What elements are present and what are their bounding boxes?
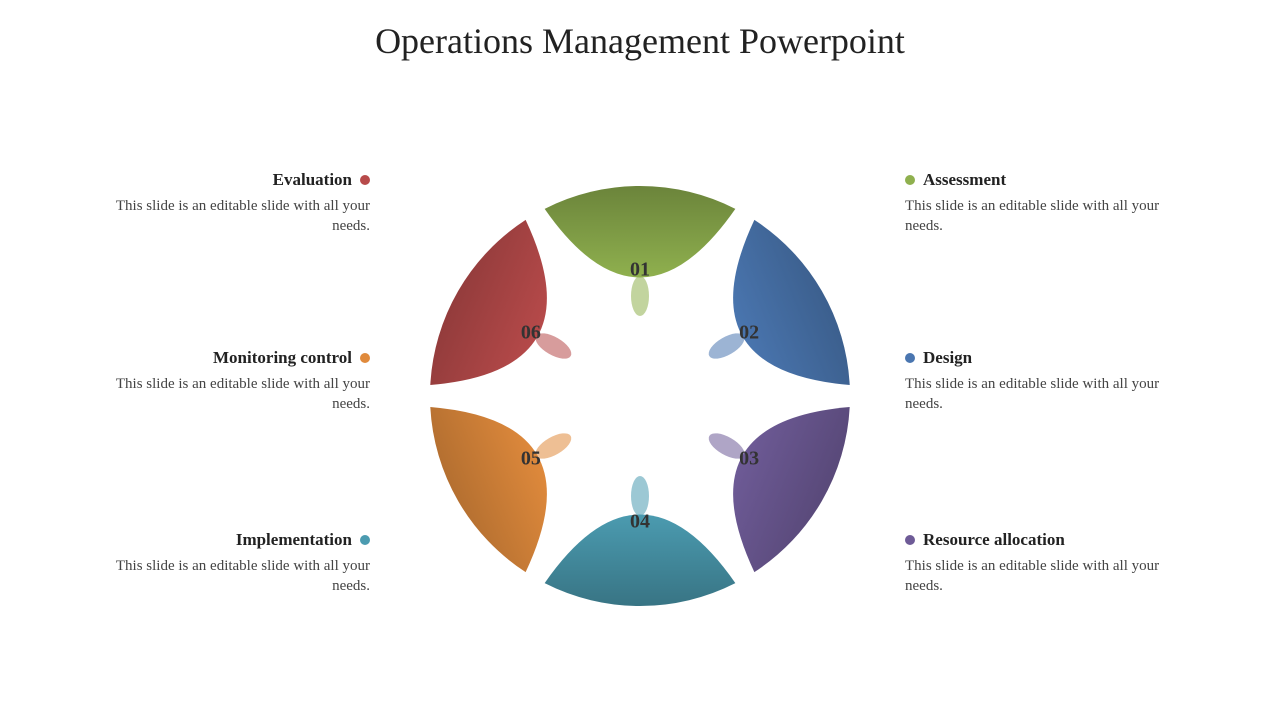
segment-05 — [430, 407, 547, 572]
callout-03: Resource allocation This slide is an edit… — [905, 530, 1195, 597]
callout-01: Assessment This slide is an editable slid… — [905, 170, 1195, 237]
callout-02: Design This slide is an editable slide wi… — [905, 348, 1195, 415]
segment-06 — [430, 220, 547, 385]
bullet-dot — [360, 175, 370, 185]
bullet-dot — [360, 353, 370, 363]
callout-04: Implementation This slide is an editable … — [80, 530, 370, 597]
radial-svg — [420, 176, 860, 616]
bullet-dot — [360, 535, 370, 545]
segment-accent-01 — [631, 276, 649, 316]
callout-05: Monitoring control This slide is an edita… — [80, 348, 370, 415]
callout-title: Assessment — [923, 170, 1006, 190]
segment-number-04: 04 — [630, 511, 650, 534]
callout-title: Evaluation — [273, 170, 352, 190]
callout-06: Evaluation This slide is an editable slid… — [80, 170, 370, 237]
callout-title: Design — [923, 348, 972, 368]
bullet-dot — [905, 535, 915, 545]
segment-number-01: 01 — [630, 259, 650, 282]
bullet-dot — [905, 175, 915, 185]
page-title: Operations Management Powerpoint — [0, 20, 1280, 62]
callout-title: Resource allocation — [923, 530, 1065, 550]
callout-desc: This slide is an editable slide with all… — [905, 556, 1195, 597]
segment-03 — [733, 407, 850, 572]
bullet-dot — [905, 353, 915, 363]
callout-desc: This slide is an editable slide with all… — [80, 556, 370, 597]
segment-number-05: 05 — [521, 448, 541, 471]
callout-desc: This slide is an editable slide with all… — [905, 196, 1195, 237]
callout-title: Implementation — [236, 530, 352, 550]
callout-desc: This slide is an editable slide with all… — [80, 196, 370, 237]
segment-number-06: 06 — [521, 322, 541, 345]
radial-diagram: 01 02 03 04 05 06 — [420, 176, 860, 616]
segment-number-03: 03 — [739, 448, 759, 471]
callout-title: Monitoring control — [213, 348, 352, 368]
callout-desc: This slide is an editable slide with all… — [80, 374, 370, 415]
segment-number-02: 02 — [739, 322, 759, 345]
segment-02 — [733, 220, 850, 385]
callout-desc: This slide is an editable slide with all… — [905, 374, 1195, 415]
